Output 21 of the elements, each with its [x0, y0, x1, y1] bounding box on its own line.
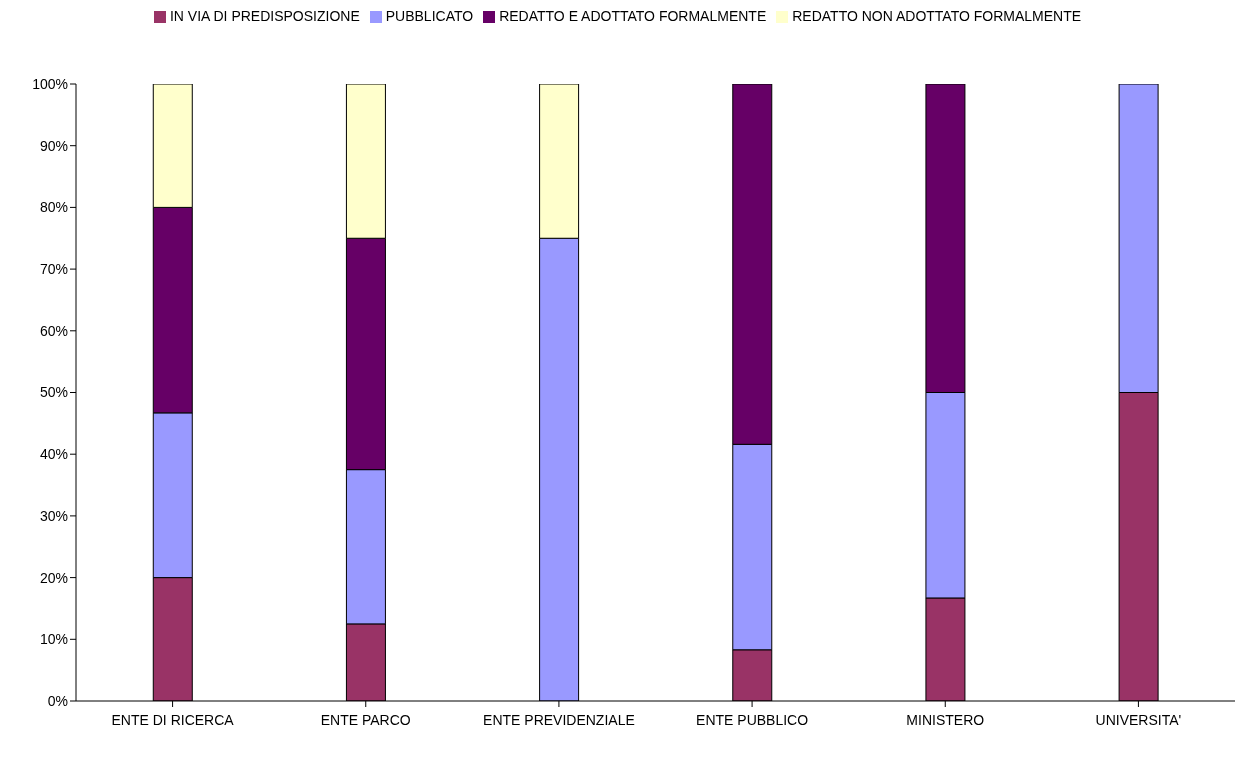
- y-tick-label: 10%: [39, 631, 68, 648]
- y-tick-label: 0%: [47, 692, 68, 709]
- x-tick-label: UNIVERSITA': [1095, 712, 1182, 728]
- y-tick-label: 20%: [39, 569, 68, 586]
- x-tick-label: ENTE PUBBLICO: [696, 712, 809, 728]
- y-tick-label: 40%: [39, 446, 68, 463]
- legend-label: IN VIA DI PREDISPOSIZIONE: [169, 8, 360, 24]
- y-tick-label: 60%: [39, 322, 68, 339]
- x-tick-label: ENTE DI RICERCA: [111, 712, 235, 728]
- y-tick-label: 30%: [39, 507, 68, 524]
- x-tick-label: MINISTERO: [906, 712, 985, 728]
- legend-label: REDATTO E ADOTTATO FORMALMENTE: [499, 8, 767, 24]
- y-tick-label: 80%: [39, 199, 68, 216]
- y-tick-label: 50%: [39, 384, 68, 401]
- x-tick-label: ENTE PARCO: [320, 712, 411, 728]
- x-tick-label: ENTE PREVIDENZIALE: [483, 712, 635, 728]
- legend-label: REDATTO NON ADOTTATO FORMALMENTE: [792, 8, 1082, 24]
- legend-label: PUBBLICATO: [385, 8, 474, 24]
- y-tick-label: 70%: [39, 261, 68, 278]
- y-tick-label: 100%: [32, 75, 68, 92]
- y-tick-label: 90%: [39, 137, 68, 154]
